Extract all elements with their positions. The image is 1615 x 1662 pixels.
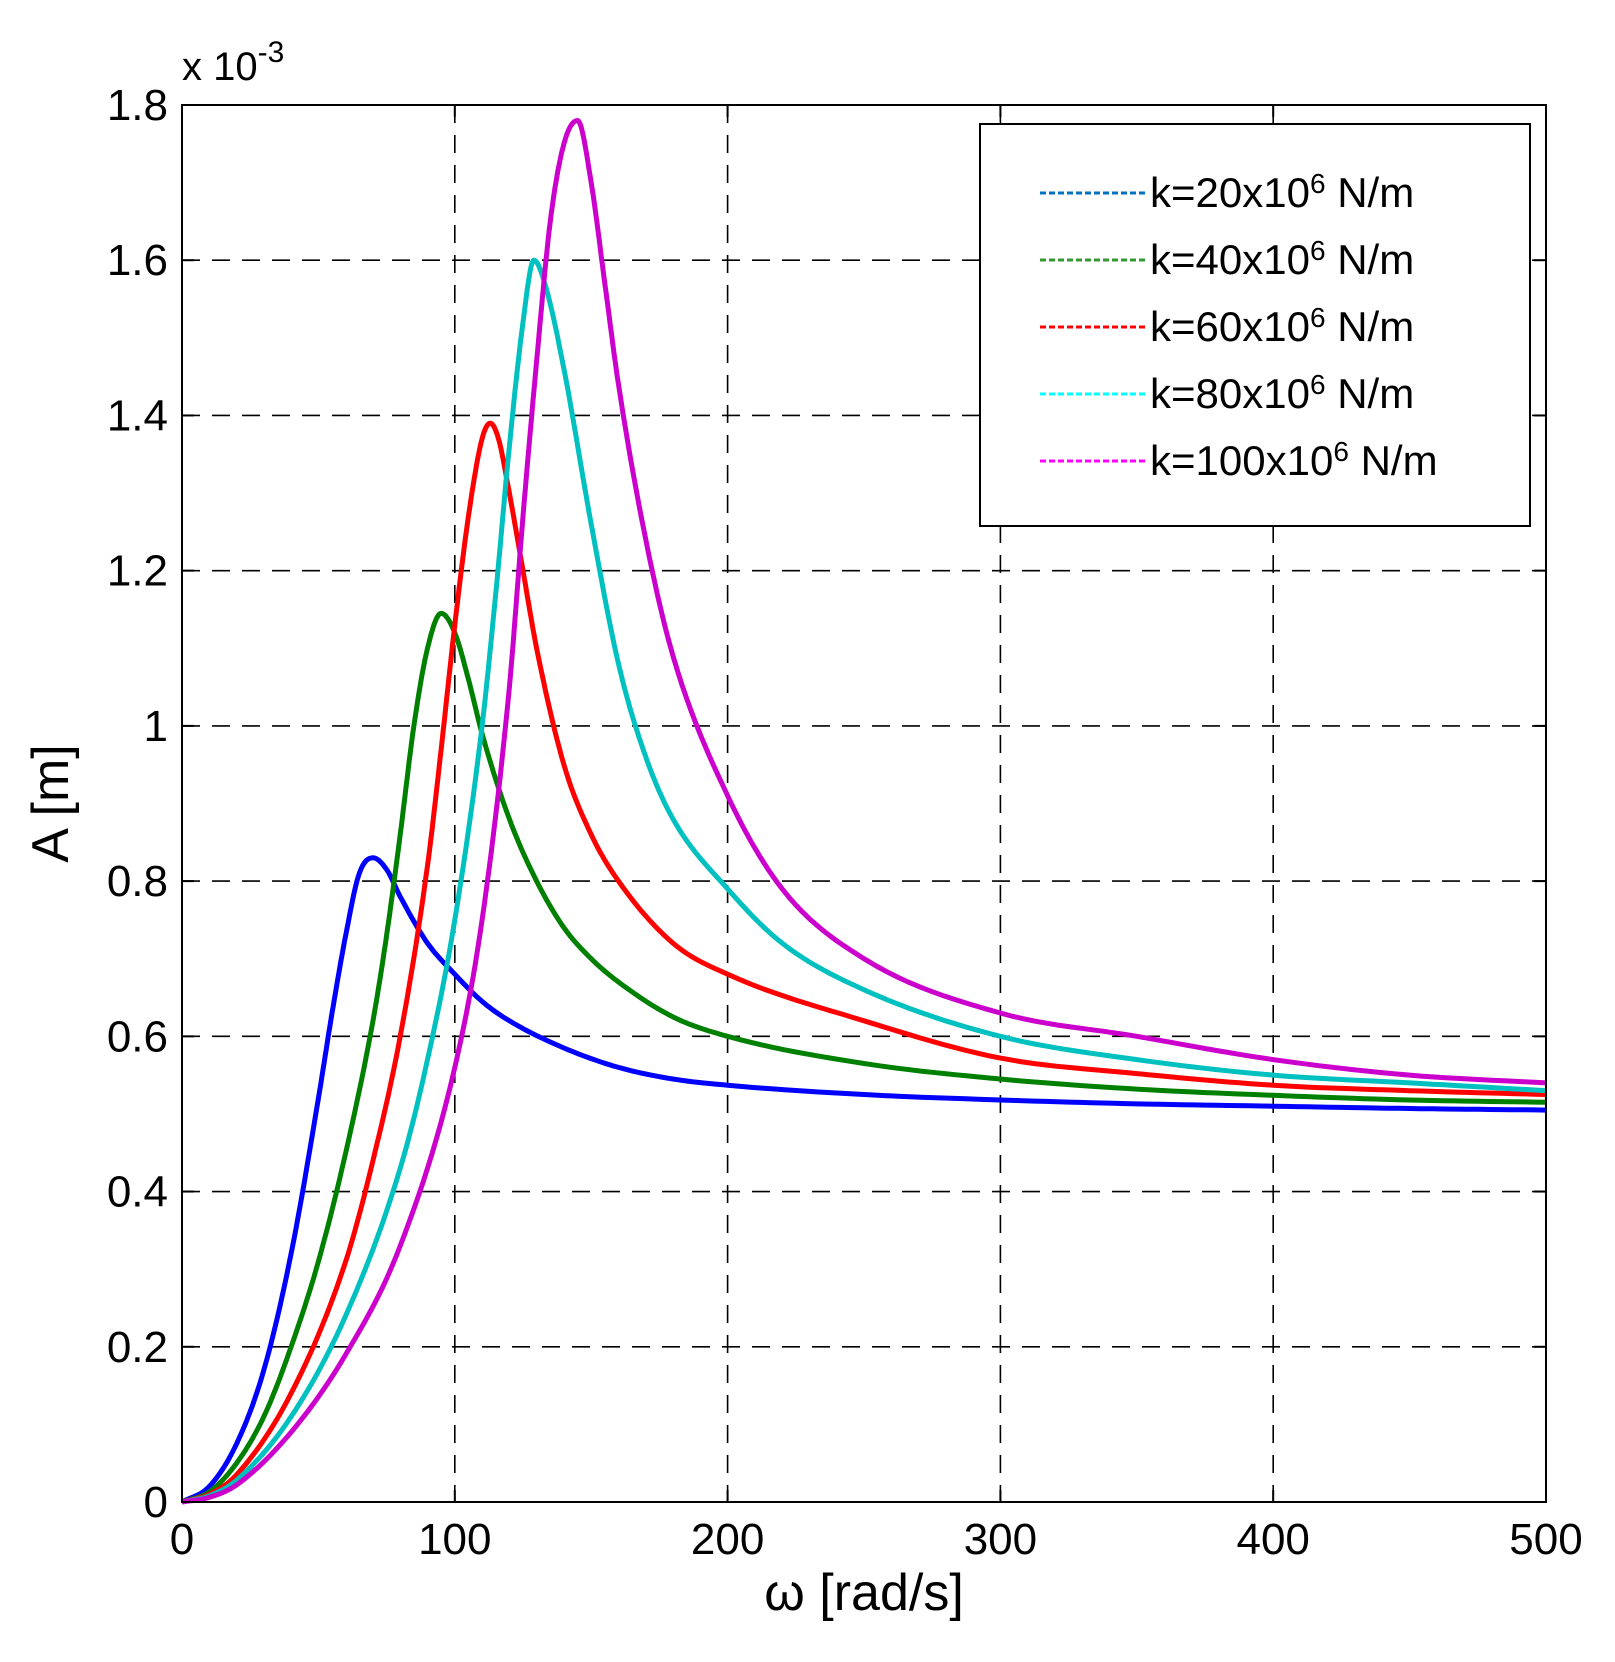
legend-label-superscript: 6 <box>1333 436 1349 467</box>
legend-label: k=100x106 N/m <box>1150 436 1438 484</box>
legend-label: k=40x106 N/m <box>1150 235 1414 283</box>
series-lines <box>180 118 1547 1505</box>
y-exponent-power: -3 <box>258 36 285 69</box>
legend-label-unit: N/m <box>1326 370 1415 417</box>
series-line-2 <box>181 610 1547 1505</box>
x-axis-ticks: 0 100 200 300 400 500 <box>170 105 1583 1564</box>
legend-label-unit: N/m <box>1349 437 1438 484</box>
legend-label-main: k=40x10 <box>1150 236 1310 283</box>
x-axis-title: ω [rad/s] <box>764 1564 964 1622</box>
y-axis-title: A [m] <box>22 744 80 862</box>
legend-item-3: k=60x106 N/m <box>1040 302 1414 350</box>
y-tick-label: 1.4 <box>107 391 168 440</box>
series-line-1 <box>180 855 1547 1505</box>
legend-label-unit: N/m <box>1326 236 1415 283</box>
x-tick-label: 200 <box>691 1515 764 1564</box>
legend-label-superscript: 6 <box>1310 369 1326 400</box>
x-tick-label: 300 <box>964 1515 1037 1564</box>
legend-label-superscript: 6 <box>1310 168 1326 199</box>
y-tick-label: 1 <box>144 702 168 751</box>
legend-label: k=80x106 N/m <box>1150 369 1414 417</box>
legend-item-5: k=100x106 N/m <box>1040 436 1438 484</box>
y-tick-label: 0.8 <box>107 857 168 906</box>
x-tick-label: 400 <box>1236 1515 1309 1564</box>
x-tick-label: 0 <box>170 1515 194 1564</box>
legend-label: k=60x106 N/m <box>1150 302 1414 350</box>
x-tick-label: 100 <box>418 1515 491 1564</box>
y-tick-label: 0.2 <box>107 1323 168 1372</box>
legend-label: k=20x106 N/m <box>1150 168 1414 216</box>
y-tick-label: 0.4 <box>107 1168 168 1217</box>
y-exponent-base: x 10 <box>182 45 258 89</box>
y-exponent-label: x 10-3 <box>182 36 284 89</box>
legend-label-main: k=80x10 <box>1150 370 1310 417</box>
legend-items: k=20x106 N/mk=40x106 N/mk=60x106 N/mk=80… <box>1040 168 1438 484</box>
grid <box>182 105 1546 1502</box>
plot-frame <box>181 104 1547 1503</box>
y-tick-label: 1.8 <box>107 81 168 130</box>
legend-label-main: k=100x10 <box>1150 437 1333 484</box>
legend-label-superscript: 6 <box>1310 302 1326 333</box>
legend-item-4: k=80x106 N/m <box>1040 369 1414 417</box>
legend-label-superscript: 6 <box>1310 235 1326 266</box>
y-tick-label: 0.6 <box>107 1012 168 1061</box>
series-line-5 <box>181 118 1547 1505</box>
y-axis-ticks: 0 0.2 0.4 0.6 0.8 1 1.2 1.4 1.6 1.8 <box>107 81 1546 1527</box>
x-tick-label: 500 <box>1509 1515 1582 1564</box>
legend-item-1: k=20x106 N/m <box>1040 168 1414 216</box>
legend-item-2: k=40x106 N/m <box>1040 235 1414 283</box>
legend-label-main: k=60x10 <box>1150 303 1310 350</box>
y-tick-label: 0 <box>144 1478 168 1527</box>
legend-label-unit: N/m <box>1326 303 1415 350</box>
legend-label-main: k=20x10 <box>1150 169 1310 216</box>
y-tick-label: 1.6 <box>107 236 168 285</box>
y-tick-label: 1.2 <box>107 547 168 596</box>
legend: k=20x106 N/mk=40x106 N/mk=60x106 N/mk=80… <box>979 123 1531 527</box>
legend-label-unit: N/m <box>1326 169 1415 216</box>
legend-box <box>979 123 1531 527</box>
series-line-3 <box>181 420 1547 1505</box>
